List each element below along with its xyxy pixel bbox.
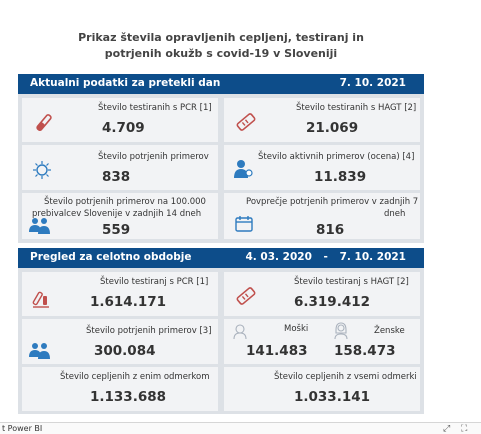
tile-label-line-1: Povprečje potrjenih primerov v zadnjih 7: [246, 197, 419, 207]
tile-daily-hagt[interactable]: Število testiranih s HAGT [2] 21.069: [224, 98, 420, 142]
tile-total-confirmed[interactable]: Število potrjenih primerov [3] 300.084: [22, 319, 218, 364]
report-card: Prikaz števila opravljenih cepljenj, tes…: [14, 26, 428, 416]
tile-value: 838: [102, 169, 131, 185]
female-label: Ženske: [374, 326, 405, 336]
rapid-test-icon: [236, 287, 256, 305]
tile-label: Število potrjenih primerov: [98, 152, 209, 162]
virus-icon: [33, 161, 51, 179]
share-icon[interactable]: ⤢: [443, 424, 451, 434]
section-header-daily: Aktualni podatki za pretekli dan 7. 10. …: [18, 74, 424, 94]
date-separator: -: [323, 251, 328, 263]
male-icon: [233, 324, 247, 339]
tile-label-line-2: prebivalcev Slovenije v zadnjih 14 dneh: [32, 209, 202, 219]
tile-label: Število testiranih s PCR [1]: [98, 103, 212, 113]
section-date-range: 4. 03. 2020 - 7. 10. 2021: [245, 251, 406, 263]
tile-total-hagt[interactable]: Število testiranj s HAGT [2] 6.319.412: [224, 272, 420, 316]
tile-label: Število testiranj s PCR [1]: [100, 277, 209, 287]
tile-label-line-2: dneh: [384, 209, 406, 219]
tile-daily-per100k[interactable]: Število potrjenih primerov na 100.000 pr…: [22, 193, 218, 239]
powerbi-link[interactable]: t Power BI: [2, 424, 43, 433]
fullscreen-icon[interactable]: ⛶: [461, 424, 468, 434]
page-title: Prikaz števila opravljenih cepljenj, tes…: [14, 30, 428, 62]
tile-value: 1.033.141: [294, 389, 371, 405]
male-value: 141.483: [246, 343, 308, 359]
tile-label: Število testiranih s HAGT [2]: [296, 103, 417, 113]
female-icon: [334, 322, 348, 339]
tile-total-pcr[interactable]: Število testiranj s PCR [1] 1.614.171: [22, 272, 218, 316]
tile-value: 559: [102, 222, 131, 238]
tile-label: Število cepljenih z vsemi odmerki: [274, 372, 417, 382]
test-tube-icon: [36, 114, 52, 132]
tile-value: 21.069: [306, 120, 359, 136]
tile-daily-active[interactable]: Število aktivnih primerov (ocena) [4] 11…: [224, 145, 420, 190]
title-line-1: Prikaz števila opravljenih cepljenj, tes…: [78, 31, 364, 44]
person-virus-icon: [234, 160, 253, 178]
tile-value: 6.319.412: [294, 294, 371, 310]
title-line-2: potrjenih okužb s covid-19 v Sloveniji: [104, 47, 338, 60]
tile-value: 816: [316, 222, 345, 238]
section-label: Aktualni podatki za pretekli dan: [30, 77, 221, 89]
tile-daily-pcr[interactable]: Število testiranih s PCR [1] 4.709: [22, 98, 218, 142]
tile-label: Število potrjenih primerov [3]: [86, 326, 212, 336]
people-group-icon: [29, 218, 50, 234]
tile-daily-confirmed[interactable]: Število potrjenih primerov 838: [22, 145, 218, 190]
tile-label: Število cepljenih z enim odmerkom: [60, 372, 210, 382]
section-label: Pregled za celotno obdobje: [30, 251, 192, 263]
tile-label: Število aktivnih primerov (ocena) [4]: [258, 152, 415, 162]
tile-value: 300.084: [94, 343, 156, 359]
date-to: 7. 10. 2021: [339, 251, 406, 263]
tile-value: 1.133.688: [90, 389, 167, 405]
rapid-test-icon: [236, 113, 256, 131]
male-label: Moški: [284, 324, 309, 334]
tile-total-one-dose[interactable]: Število cepljenih z enim odmerkom 1.133.…: [22, 367, 218, 411]
tile-total-all-doses[interactable]: Število cepljenih z vsemi odmerki 1.033.…: [224, 367, 420, 411]
tile-total-gender[interactable]: Moški 141.483 Ženske 158.473: [224, 319, 420, 364]
section-date: 7. 10. 2021: [339, 77, 406, 89]
date-from: 4. 03. 2020: [245, 251, 312, 263]
calendar-icon: [235, 216, 253, 232]
tile-value: 1.614.171: [90, 294, 167, 310]
section-header-total: Pregled za celotno obdobje 4. 03. 2020 -…: [18, 248, 424, 268]
tile-label: Število testiranj s HAGT [2]: [294, 277, 409, 287]
people-group-icon: [29, 343, 50, 359]
powerbi-footer: t Power BI ⤢ ⛶: [0, 422, 481, 434]
daily-panel: Število testiranih s PCR [1] 4.709 Števi…: [18, 94, 424, 243]
tile-daily-avg7[interactable]: Povprečje potrjenih primerov v zadnjih 7…: [224, 193, 420, 239]
tile-value: 11.839: [314, 169, 367, 185]
tile-label-line-1: Število potrjenih primerov na 100.000: [44, 197, 206, 207]
lab-flask-icon: [32, 291, 49, 308]
total-panel: Število testiranj s PCR [1] 1.614.171 Št…: [18, 268, 424, 414]
tile-value: 4.709: [102, 120, 145, 136]
female-value: 158.473: [334, 343, 396, 359]
